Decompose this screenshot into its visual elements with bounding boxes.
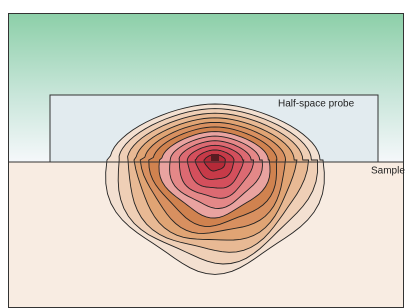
probe-tip: [211, 154, 219, 161]
diagram: Half-space probe Sample: [0, 0, 415, 308]
sample-label: Sample: [371, 166, 405, 177]
probe-label: Half-space probe: [278, 99, 355, 110]
page: Half-space probe Sample (() => { const d…: [0, 0, 415, 308]
